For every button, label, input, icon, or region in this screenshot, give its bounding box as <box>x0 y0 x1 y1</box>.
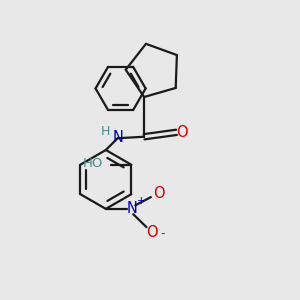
Text: -: - <box>160 226 165 239</box>
Text: N: N <box>126 201 137 216</box>
Text: O: O <box>146 225 158 240</box>
Text: O: O <box>153 186 165 201</box>
Text: N: N <box>112 130 123 146</box>
Text: +: + <box>137 196 146 206</box>
Text: O: O <box>177 125 188 140</box>
Text: H: H <box>100 125 110 138</box>
Text: HO: HO <box>82 157 103 170</box>
